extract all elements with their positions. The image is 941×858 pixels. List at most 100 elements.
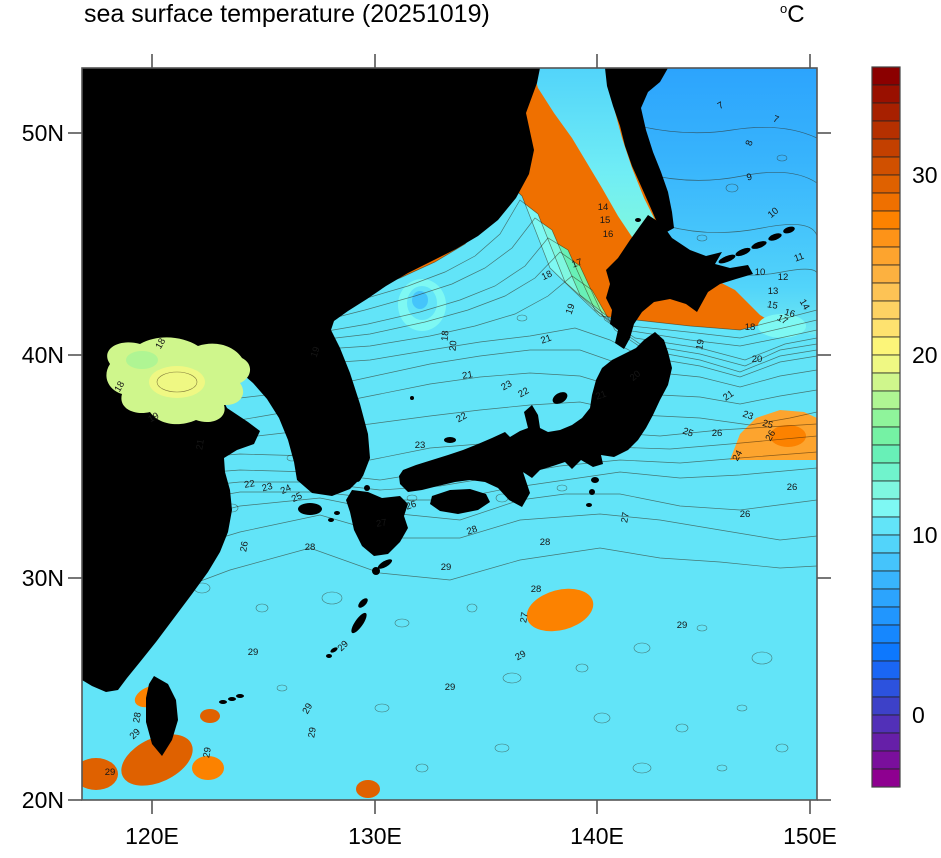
island xyxy=(236,694,244,698)
colorbar-segment xyxy=(871,390,901,410)
contour-label: 29 xyxy=(201,746,214,758)
contour-ring xyxy=(593,712,611,724)
colorbar-segment xyxy=(871,696,901,716)
contour-ring xyxy=(696,624,708,632)
map-area: 7789101011121314151617181920211415161718… xyxy=(82,68,817,800)
contour-label: 26 xyxy=(740,509,751,520)
contour-label: 29 xyxy=(105,767,116,778)
contour-label: 29 xyxy=(513,648,528,663)
contour-ring xyxy=(516,314,528,322)
contour-ring xyxy=(502,672,522,684)
colorbar-segment xyxy=(871,408,901,428)
island xyxy=(358,598,368,608)
land-hokkaido xyxy=(606,215,753,349)
contour-ring xyxy=(633,642,651,654)
colorbar-segment xyxy=(871,102,901,122)
island xyxy=(552,392,568,404)
contour-label: 19 xyxy=(146,410,161,425)
island xyxy=(444,437,456,443)
contour-label: 19 xyxy=(694,338,707,350)
page-title: sea surface temperature (20251019) xyxy=(84,0,490,28)
colorbar-segment xyxy=(871,300,901,320)
coastal-cold-eddy-core xyxy=(412,291,428,309)
contour-ring xyxy=(575,663,589,673)
colorbar-segment xyxy=(871,444,901,464)
contour-label: 22 xyxy=(243,478,255,491)
island xyxy=(589,489,595,495)
island xyxy=(377,559,393,569)
contour-label: 8 xyxy=(744,139,756,148)
contour-label: 15 xyxy=(600,215,611,226)
contour-label: 26 xyxy=(787,482,798,493)
colorbar-border xyxy=(871,66,901,788)
colorbar-segment xyxy=(871,84,901,104)
colorbar-segment xyxy=(871,480,901,500)
warm-patch-29 xyxy=(356,780,380,798)
contour-label: 25 xyxy=(290,491,304,505)
land-sakhalin xyxy=(605,68,674,233)
island xyxy=(586,503,592,507)
contour-ring xyxy=(156,371,198,393)
contour-line-okhotsk xyxy=(666,224,817,237)
contour-label: 18 xyxy=(540,269,554,283)
contour-label: 18 xyxy=(112,379,127,394)
colorbar-segment xyxy=(871,588,901,608)
colorbar-segment xyxy=(871,192,901,212)
colorbar-segment xyxy=(871,336,901,356)
colorbar-segment xyxy=(871,732,901,752)
colorbar-segment xyxy=(871,552,901,572)
contour-ring xyxy=(321,591,343,605)
contour-label: 13 xyxy=(768,286,779,297)
island xyxy=(328,518,334,522)
land-taiwan xyxy=(146,676,178,756)
contour-label: 28 xyxy=(131,711,144,723)
contour-ring xyxy=(675,723,689,733)
contour-label: 10 xyxy=(755,267,766,278)
warm-eddy-core xyxy=(770,425,806,447)
contour-label: 16 xyxy=(603,229,614,240)
colorbar-label: 0 xyxy=(912,702,925,728)
island xyxy=(735,247,751,257)
okhotsk-cold-region xyxy=(612,68,817,335)
contour-label: 23 xyxy=(261,481,274,494)
contour-label: 27 xyxy=(518,611,531,623)
contour-label: 29 xyxy=(248,647,259,658)
contour-label: 21 xyxy=(539,333,553,347)
colorbar-segment xyxy=(871,570,901,590)
contour-ring xyxy=(466,603,478,613)
contour-label: 24 xyxy=(730,448,745,463)
island xyxy=(635,218,641,222)
colorbar-segment xyxy=(871,174,901,194)
warm-patch-29 xyxy=(200,709,220,723)
contour-label: 18 xyxy=(153,336,168,351)
colorbar: 30 20 10 0 xyxy=(871,66,938,788)
colorbar-segment xyxy=(871,516,901,536)
contour-label: 27 xyxy=(619,511,632,523)
map-frame xyxy=(81,67,818,801)
contour-label: 19 xyxy=(309,345,323,359)
colorbar-segment xyxy=(871,372,901,392)
contour-label: 21 xyxy=(721,388,736,403)
contour-label: 20 xyxy=(752,354,763,365)
contour-label: 27 xyxy=(375,517,387,530)
colorbar-segment xyxy=(871,624,901,644)
contour-label: 26 xyxy=(238,540,251,552)
colorbar-segment xyxy=(871,228,901,248)
contour-ring xyxy=(716,764,728,772)
island xyxy=(591,477,599,483)
x-tick-label: 120E xyxy=(125,823,179,849)
contour-label: 18 xyxy=(745,322,756,333)
contour-ring xyxy=(632,762,652,774)
colorbar-segment xyxy=(871,318,901,338)
contour-label: 17 xyxy=(570,257,584,271)
bohai-inner xyxy=(149,366,205,398)
island xyxy=(351,612,367,634)
land-honshu xyxy=(399,332,672,507)
contour-label: 11 xyxy=(793,251,806,265)
contour-label: 26 xyxy=(404,499,418,513)
contour-label: 18 xyxy=(440,330,452,341)
contour-ring xyxy=(725,183,739,193)
colorbar-label: 20 xyxy=(912,342,938,368)
units-letter: C xyxy=(787,1,805,28)
